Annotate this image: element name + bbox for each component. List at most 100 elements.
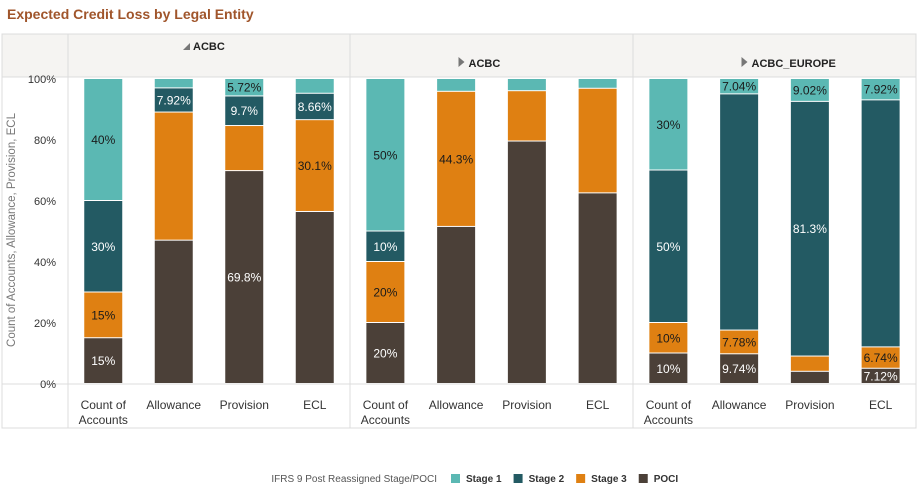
bar-segment-poci[interactable] [225, 171, 264, 383]
bar-segment-poci[interactable] [507, 141, 546, 383]
category-label: Count of [81, 398, 127, 412]
category-band [2, 384, 916, 428]
legend-item-stage-1[interactable]: Stage 1 [466, 474, 502, 485]
data-label-stage-3: 6.74% [864, 351, 898, 365]
bar-segment-stage-3[interactable] [366, 262, 405, 322]
data-label-stage-1: 9.02% [793, 83, 827, 97]
category-label: ECL [303, 398, 327, 412]
bar-segment-stage-3[interactable] [507, 91, 546, 141]
data-label-stage-1: 5.72% [227, 81, 261, 95]
data-labels: 15% 15% 30% 40% 7.92% 69.8% 9.7% 5.72% 30.1% 8.66… [91, 80, 898, 384]
category-label: Allowance [712, 398, 767, 412]
bar-segment-poci[interactable] [154, 240, 193, 383]
data-label-stage-2: 30% [91, 240, 115, 254]
legend-swatch-poci [638, 474, 648, 483]
bar-segment-stage-3[interactable] [225, 126, 264, 171]
bar-segment-stage-3[interactable] [295, 120, 334, 211]
panel-collapsed-icon[interactable] [741, 57, 748, 67]
category-label: ECL [869, 398, 893, 412]
data-label-stage-2: 10% [373, 240, 397, 254]
y-tick-label: 100% [28, 74, 56, 86]
bar-segment-stage-1[interactable] [295, 79, 334, 93]
bar-segment-stage-3[interactable] [437, 91, 476, 226]
legend-swatch-stage-2 [513, 474, 523, 483]
data-label-stage-2: 50% [656, 240, 680, 254]
bar-segment-stage-1[interactable] [861, 79, 900, 100]
bar-segment-stage-1[interactable] [154, 79, 193, 88]
panel-titles: ACBC ACBC ACBC_EUROPE [183, 41, 836, 70]
category-label: Provision [220, 398, 269, 412]
bar-segment-poci[interactable] [578, 193, 617, 383]
panel-collapsed-icon[interactable] [458, 57, 465, 67]
bar-segment-stage-2[interactable] [366, 231, 405, 262]
bar-segment-poci[interactable] [437, 226, 476, 383]
bar-segment-stage-3[interactable] [790, 356, 829, 371]
bar-segment-stage-3[interactable] [154, 112, 193, 240]
bar-segment-stage-3[interactable] [649, 323, 688, 353]
bar-segment-stage-3[interactable] [84, 292, 123, 338]
legend-title: IFRS 9 Post Reassigned Stage/POCI [271, 474, 437, 485]
category-label: Count of [363, 398, 409, 412]
panel-title[interactable]: ACBC [469, 58, 501, 70]
bar-segment-stage-1[interactable] [790, 79, 829, 101]
bar-segment-poci[interactable] [790, 371, 829, 383]
data-label-stage-1: 30% [656, 118, 680, 132]
legend-item-stage-2[interactable]: Stage 2 [529, 474, 565, 485]
data-label-stage-3: 44.3% [439, 152, 473, 166]
data-label-poci: 7.12% [864, 369, 898, 383]
bar-segment-poci[interactable] [295, 211, 334, 383]
panel-expanded-icon[interactable] [183, 43, 190, 50]
data-label-stage-1: 50% [373, 148, 397, 162]
bar-segment-poci[interactable] [366, 323, 405, 383]
category-label: Provision [785, 398, 834, 412]
bar-segment-stage-2[interactable] [154, 88, 193, 112]
bar-segment-stage-1[interactable] [84, 79, 123, 200]
bar-segment-poci[interactable] [649, 353, 688, 384]
data-label-stage-2: 9.7% [231, 104, 259, 118]
bar-segment-stage-1[interactable] [720, 79, 759, 94]
bar-segment-poci[interactable] [861, 368, 900, 383]
header-band [2, 34, 916, 77]
data-label-stage-3: 15% [91, 308, 115, 322]
bar-segment-stage-1[interactable] [437, 79, 476, 91]
bar-segment-stage-2[interactable] [649, 170, 688, 323]
bar-segment-stage-1[interactable] [507, 79, 546, 91]
bar-segment-stage-3[interactable] [861, 347, 900, 368]
bar-segment-stage-2[interactable] [295, 93, 334, 120]
bar-segment-stage-2[interactable] [861, 100, 900, 347]
data-label-stage-3: 10% [656, 331, 680, 345]
panel-title[interactable]: ACBC [193, 41, 225, 53]
category-label: Count of [646, 398, 692, 412]
data-label-poci: 20% [373, 347, 397, 361]
data-label-poci: 10% [656, 362, 680, 376]
plot-border [1, 33, 917, 429]
bar-segment-stage-2[interactable] [84, 201, 123, 292]
legend-swatch-stage-1 [451, 474, 460, 483]
bar-segment-poci[interactable] [84, 338, 123, 383]
bar-segment-poci[interactable] [720, 354, 759, 383]
bar-segment-stage-1[interactable] [366, 79, 405, 231]
panel-title[interactable]: ACBC_EUROPE [752, 58, 836, 70]
category-label: Accounts [361, 413, 410, 427]
y-tick-label: 80% [34, 135, 56, 147]
y-axis: Count of Accounts, Allowance, Provision,… [6, 74, 56, 391]
y-tick-label: 20% [34, 318, 56, 330]
bar-segment-stage-1[interactable] [225, 79, 264, 96]
legend-item-stage-3[interactable]: Stage 3 [591, 474, 627, 485]
bar-segment-stage-2[interactable] [225, 96, 264, 126]
category-label: Allowance [146, 398, 201, 412]
bar-segment-stage-2[interactable] [790, 101, 829, 356]
bar-segment-stage-1[interactable] [649, 79, 688, 170]
legend-item-poci[interactable]: POCI [654, 474, 679, 485]
bar-segment-stage-3[interactable] [578, 88, 617, 193]
category-label: Accounts [644, 413, 693, 427]
bar-segment-stage-2[interactable] [720, 94, 759, 330]
chart-title: Expected Credit Loss by Legal Entity [7, 6, 254, 22]
data-label-stage-3: 30.1% [298, 159, 332, 173]
data-label-stage-1: 40% [91, 133, 115, 147]
data-label-poci: 15% [91, 354, 115, 368]
bar-segment-stage-1[interactable] [578, 79, 617, 88]
bar-segment-stage-3[interactable] [720, 330, 759, 354]
